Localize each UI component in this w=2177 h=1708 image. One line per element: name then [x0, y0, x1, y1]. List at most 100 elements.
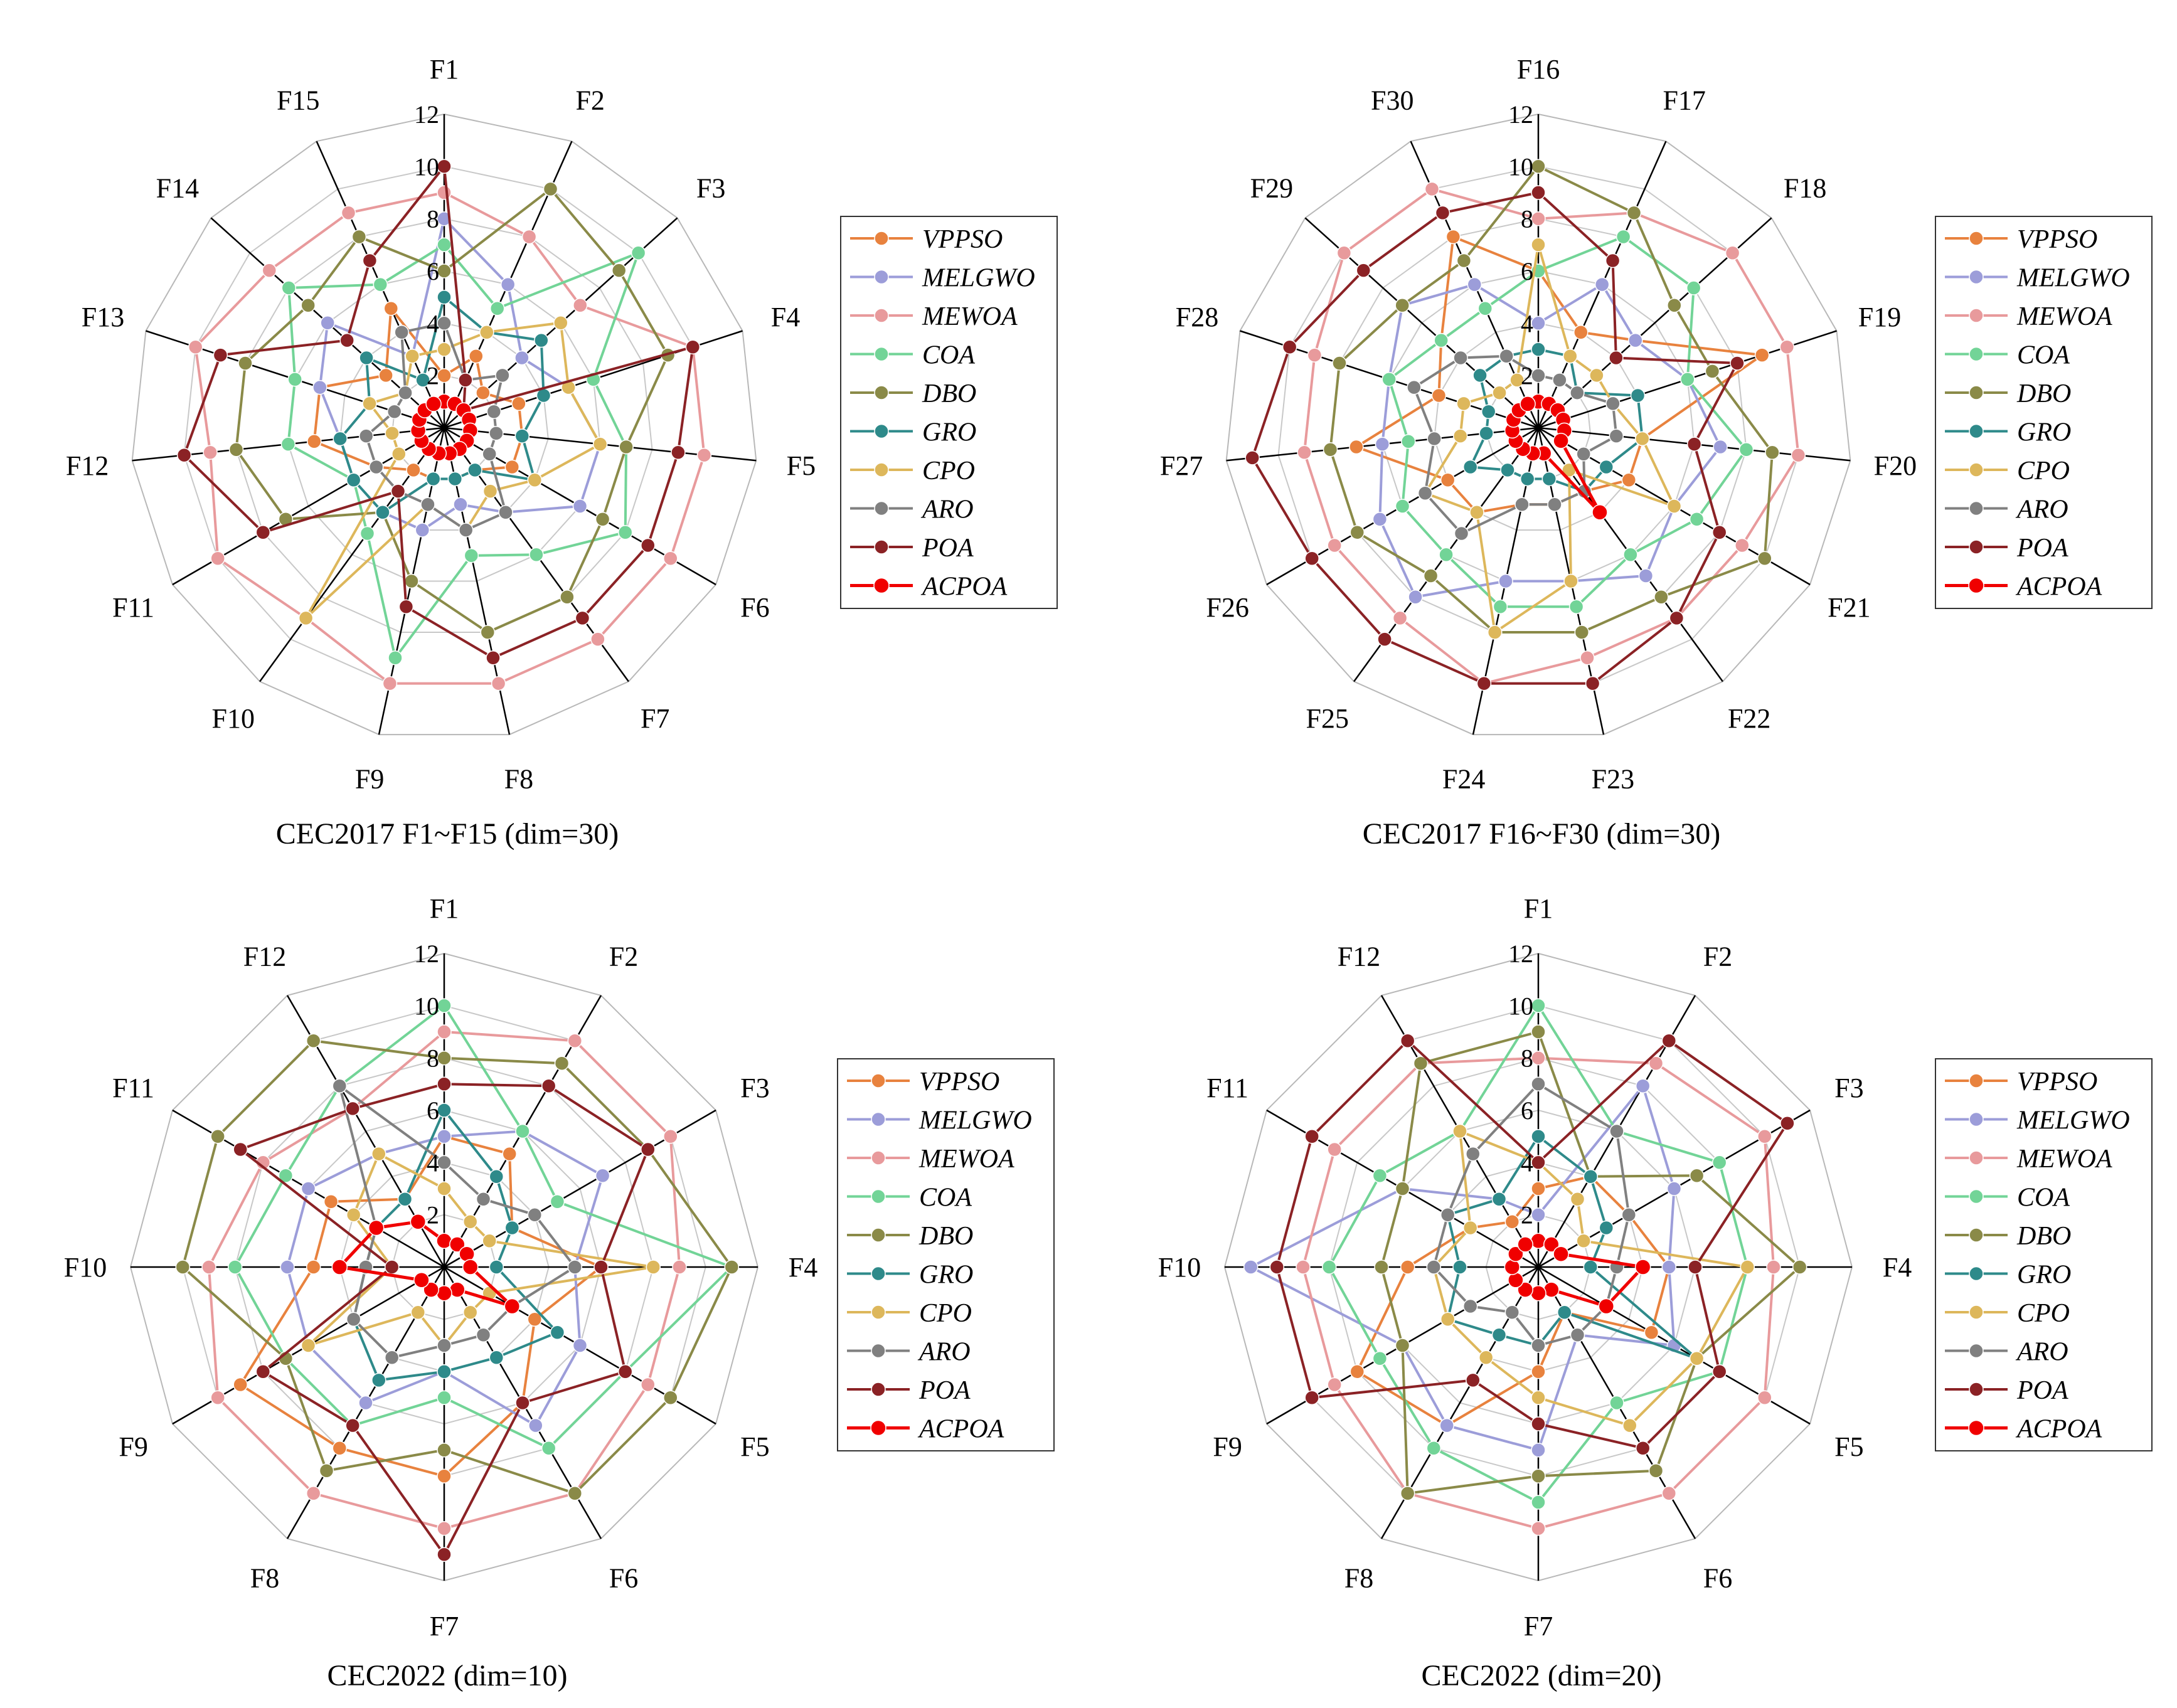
- data-point: [306, 1033, 321, 1048]
- data-point: [437, 1050, 452, 1066]
- data-point: [1585, 676, 1600, 691]
- data-point: [1462, 1220, 1478, 1236]
- legend-swatch-marker: [871, 1266, 886, 1281]
- data-point: [541, 1440, 556, 1456]
- legend-swatch-marker: [874, 501, 889, 516]
- legend-item-vppso: VPPSO: [850, 225, 1003, 254]
- data-point: [1323, 442, 1338, 457]
- series-poa: [233, 1076, 656, 1562]
- legend-label: VPPSO: [2017, 1068, 2097, 1096]
- data-point: [593, 1260, 609, 1275]
- data-point: [1779, 339, 1795, 354]
- data-point: [415, 373, 430, 388]
- series-coa: [1381, 229, 1754, 615]
- data-point: [617, 524, 633, 540]
- data-point: [1689, 512, 1705, 527]
- chart-caption: CEC2017 F16~F30 (dim=30): [1363, 817, 1720, 851]
- data-point: [437, 998, 452, 1014]
- legend-swatch-marker: [1969, 1150, 1984, 1165]
- data-point: [617, 1364, 633, 1379]
- axis-label-f3: F3: [740, 1073, 769, 1103]
- series-line: [1412, 354, 1618, 535]
- legend-item-poa: POA: [1945, 534, 2068, 563]
- tick-label: 12: [414, 940, 439, 968]
- data-point: [1487, 625, 1503, 640]
- data-point: [1531, 1076, 1546, 1092]
- axis-label-f3: F3: [1834, 1073, 1863, 1103]
- data-point: [384, 1350, 400, 1366]
- data-point: [1666, 499, 1682, 514]
- legend-label: ARO: [917, 1338, 971, 1367]
- axis-label-f18: F18: [1784, 172, 1826, 203]
- data-point: [437, 237, 452, 253]
- legend-swatch-marker: [1969, 1111, 1984, 1127]
- legend-swatch-marker: [874, 423, 889, 439]
- series-line: [1251, 191, 1738, 685]
- axis-label-f7: F7: [641, 703, 669, 734]
- data-point: [1504, 1305, 1520, 1320]
- legend-item-dbo: DBO: [847, 1222, 973, 1251]
- axis-label-f22: F22: [1728, 703, 1770, 734]
- data-point: [262, 263, 277, 278]
- legend-swatch-marker: [1969, 423, 1984, 439]
- data-point: [437, 1547, 452, 1562]
- axis-label-f12: F12: [243, 942, 286, 972]
- legend-item-aro: ARO: [1945, 1338, 2068, 1367]
- data-point: [1599, 459, 1614, 475]
- data-point: [1609, 350, 1624, 366]
- legend-label: CPO: [2017, 457, 2070, 485]
- series-poa: [176, 159, 701, 666]
- data-point: [1531, 1442, 1546, 1458]
- legend: VPPSO MELGWO MEWOA COA DBO GRO CPO ARO POA ACPOA: [840, 216, 1058, 609]
- data-point: [332, 1440, 348, 1456]
- legend-label: POA: [2016, 534, 2068, 563]
- data-point: [437, 1076, 452, 1092]
- data-point: [458, 522, 474, 538]
- data-point: [1635, 431, 1650, 447]
- data-point: [1713, 439, 1728, 455]
- data-point: [410, 1305, 426, 1320]
- data-point: [425, 471, 441, 487]
- data-point: [1499, 349, 1514, 364]
- axis-label-f8: F8: [504, 764, 533, 795]
- legend-swatch-marker: [874, 539, 889, 554]
- data-point: [1711, 1155, 1727, 1170]
- data-point: [550, 1194, 565, 1209]
- data-point: [491, 676, 506, 691]
- data-point: [641, 538, 656, 553]
- data-point: [1452, 1260, 1467, 1275]
- axis-label-f17: F17: [1663, 85, 1705, 116]
- tick-label: 12: [414, 100, 439, 129]
- data-point: [453, 497, 468, 512]
- legend-item-melgwo: MELGWO: [1945, 264, 2130, 293]
- data-point: [210, 1128, 225, 1144]
- legend-label: MEWOA: [918, 1145, 1014, 1174]
- data-point: [1349, 439, 1364, 455]
- data-point: [560, 589, 575, 605]
- data-point: [341, 205, 356, 221]
- data-point: [307, 434, 322, 449]
- legend-item-gro: GRO: [847, 1261, 973, 1290]
- data-point: [1327, 538, 1342, 553]
- data-point: [1304, 1128, 1319, 1144]
- legend-item-gro: GRO: [1945, 418, 2071, 447]
- data-point: [663, 1390, 678, 1406]
- legend-label: POA: [2016, 1376, 2068, 1405]
- data-point: [486, 650, 501, 666]
- legend-swatch-marker: [874, 269, 889, 285]
- legend-swatch-marker: [871, 1073, 886, 1088]
- data-point: [1541, 471, 1557, 487]
- data-point: [1413, 1056, 1429, 1071]
- data-point: [685, 339, 701, 354]
- legend-swatch-marker: [1969, 462, 1984, 477]
- axis-label-f2: F2: [1703, 942, 1732, 972]
- legend-label: ARO: [920, 496, 974, 524]
- axis-label-f27: F27: [1160, 450, 1203, 481]
- legend-label: MELGWO: [2016, 1106, 2130, 1135]
- data-point: [595, 512, 610, 527]
- data-point: [449, 1236, 466, 1253]
- tick-label: 2: [1521, 362, 1533, 390]
- data-point: [1531, 1495, 1546, 1510]
- axis-label-f23: F23: [1592, 764, 1634, 795]
- grid-ring: [1434, 322, 1643, 531]
